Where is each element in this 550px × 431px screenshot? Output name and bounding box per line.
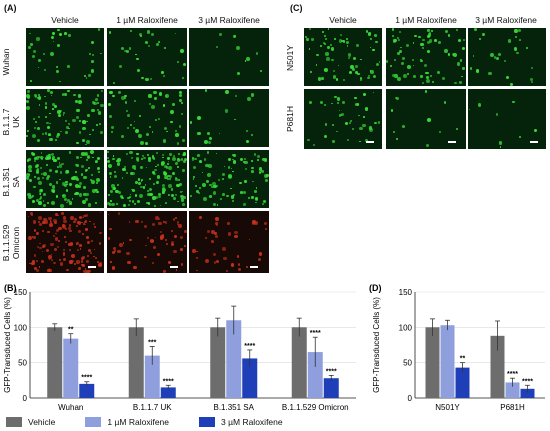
micrograph-n501y-3um	[468, 28, 546, 86]
x-tick-label: Wuhan	[58, 403, 83, 412]
significance-label: ****	[244, 343, 255, 350]
bar	[323, 378, 339, 398]
significance-label: **	[68, 327, 74, 334]
micrograph-n501y-vehicle	[304, 28, 382, 86]
micrograph-wuhan-vehicle	[26, 28, 104, 86]
y-tick-label: 0	[408, 394, 413, 403]
bar	[128, 327, 144, 398]
scale-bar	[448, 141, 456, 143]
panel-a-col-1um: 1 µM Raloxifene	[116, 15, 178, 25]
bar	[425, 327, 440, 398]
bar	[505, 382, 520, 398]
x-tick-label: P681H	[500, 403, 525, 412]
micrograph-p681h-1um	[386, 89, 466, 149]
panel-c-row-n501y: N501Y	[285, 45, 295, 71]
legend-swatch-ralox3	[199, 417, 216, 427]
micrograph-b117-vehicle	[26, 89, 104, 147]
panel-a-label: (A)	[4, 3, 17, 13]
bar	[455, 367, 470, 398]
legend-swatch-ralox1	[85, 417, 102, 427]
panel-a-col-3um: 3 µM Raloxifene	[198, 15, 260, 25]
bar	[47, 327, 63, 398]
panel-a-row-wuhan: Wuhan	[1, 48, 11, 76]
y-tick-label: 150	[399, 288, 413, 297]
bar	[307, 352, 323, 398]
significance-label: ****	[310, 330, 321, 337]
y-tick-label: 150	[14, 288, 28, 297]
panel-a-col-vehicle: Vehicle	[51, 15, 79, 25]
bar	[63, 338, 79, 398]
panel-label: (B)	[4, 283, 17, 293]
y-tick-label: 50	[18, 359, 27, 368]
legend-label-ralox3: 3 µM Raloxifene	[221, 417, 283, 427]
x-tick-label: B.1.351 SA	[214, 403, 255, 412]
micrograph-p681h-3um	[468, 89, 546, 149]
x-tick-label: N501Y	[435, 403, 460, 412]
legend-ralox1: 1 µM Raloxifene	[85, 417, 169, 427]
legend-ralox3: 3 µM Raloxifene	[199, 417, 283, 427]
y-axis-label: GFP-Transduced Cells (%)	[3, 297, 12, 393]
panel-a-row-b11529: B.1.1.529 Omicron	[1, 224, 21, 262]
significance-label: ***	[148, 339, 156, 346]
panel-c-col-1um: 1 µM Raloxifene	[395, 15, 457, 25]
y-tick-label: 50	[403, 359, 412, 368]
legend: Vehicle 1 µM Raloxifene 3 µM Raloxifene	[6, 414, 546, 430]
panel-c-row-p681h: P681H	[285, 106, 295, 132]
bar	[440, 325, 455, 398]
legend-vehicle: Vehicle	[6, 417, 55, 427]
micrograph-n501y-1um	[386, 28, 466, 86]
legend-label-vehicle: Vehicle	[28, 417, 56, 427]
micrograph-b11529-vehicle	[26, 211, 104, 273]
panel-c-col-3um: 3 µM Raloxifene	[475, 15, 537, 25]
bar	[520, 388, 535, 398]
legend-label-ralox1: 1 µM Raloxifene	[107, 417, 170, 427]
panel-a-row-b1351: B.1.351 SA	[1, 167, 21, 197]
significance-label: **	[460, 356, 466, 363]
panel-c-col-vehicle: Vehicle	[329, 15, 357, 25]
bar	[291, 327, 307, 398]
scale-bar	[366, 141, 374, 143]
micrograph-b1351-3um	[189, 150, 269, 208]
micrograph-p681h-vehicle	[304, 89, 382, 149]
bar	[210, 327, 226, 398]
scale-bar	[170, 266, 178, 268]
panel-c-label: (C)	[290, 3, 303, 13]
significance-label: ****	[81, 375, 92, 382]
scale-bar	[530, 141, 538, 143]
bar	[490, 335, 505, 398]
panel-a-row-b117: B.1.1.7 UK	[1, 108, 21, 136]
micrograph-wuhan-1um	[107, 28, 187, 86]
bar	[160, 387, 176, 398]
bar	[226, 320, 242, 398]
micrograph-b1351-vehicle	[26, 150, 104, 208]
micrograph-b11529-3um	[189, 211, 269, 273]
bar	[144, 355, 160, 398]
x-tick-label: B.1.1.529 Omicron	[282, 403, 349, 412]
bar	[79, 383, 95, 398]
x-tick-label: B.1.1.7 UK	[133, 403, 172, 412]
micrograph-b11529-1um	[107, 211, 187, 273]
panel-label: (D)	[369, 283, 382, 293]
bar	[242, 358, 258, 398]
legend-swatch-vehicle	[6, 417, 22, 427]
micrograph-wuhan-3um	[189, 28, 269, 86]
micrograph-b1351-1um	[107, 150, 187, 208]
significance-label: ****	[507, 371, 518, 378]
significance-label: ****	[163, 378, 174, 385]
significance-label: ****	[522, 378, 533, 385]
y-tick-label: 100	[399, 323, 413, 332]
micrograph-b117-3um	[189, 89, 269, 147]
bar-chart-d: (D) 0 50 100 150 GFP-Transduced Cells (%) ** N5…	[369, 283, 545, 412]
y-axis-label: GFP-Transduced Cells (%)	[372, 297, 381, 393]
y-tick-label: 0	[23, 394, 28, 403]
micrograph-b117-1um	[107, 89, 187, 147]
scale-bar	[88, 266, 96, 268]
y-tick-label: 100	[14, 323, 28, 332]
scale-bar	[250, 266, 258, 268]
significance-label: ****	[326, 368, 337, 375]
